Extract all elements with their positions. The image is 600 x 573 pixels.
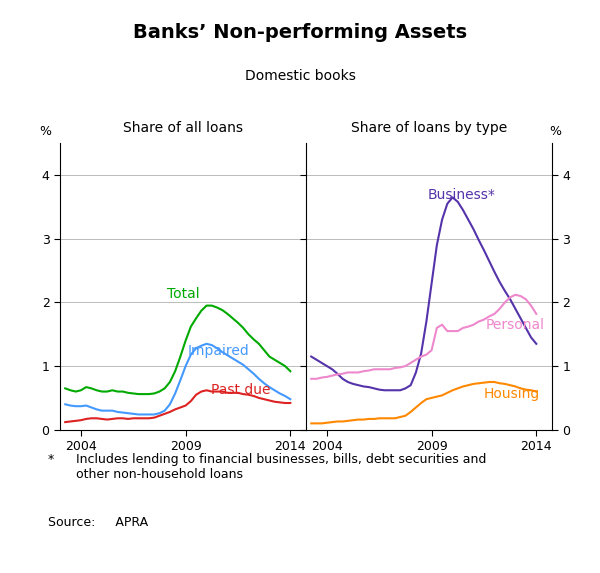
Text: %: % xyxy=(39,124,51,138)
Text: Past due: Past due xyxy=(211,383,270,397)
Text: Source:     APRA: Source: APRA xyxy=(48,516,148,529)
Text: Domestic books: Domestic books xyxy=(245,69,355,83)
Text: Housing: Housing xyxy=(484,387,540,401)
Text: Personal: Personal xyxy=(486,318,545,332)
Text: Share of all loans: Share of all loans xyxy=(123,121,243,135)
Text: Business*: Business* xyxy=(427,189,496,202)
Text: *: * xyxy=(48,453,54,466)
Text: Total: Total xyxy=(167,287,199,301)
Text: %: % xyxy=(549,124,561,138)
Text: Includes lending to financial businesses, bills, debt securities and
    other n: Includes lending to financial businesses… xyxy=(60,453,487,481)
Text: Banks’ Non-performing Assets: Banks’ Non-performing Assets xyxy=(133,23,467,42)
Text: Impaired: Impaired xyxy=(188,344,250,358)
Text: Share of loans by type: Share of loans by type xyxy=(351,121,507,135)
